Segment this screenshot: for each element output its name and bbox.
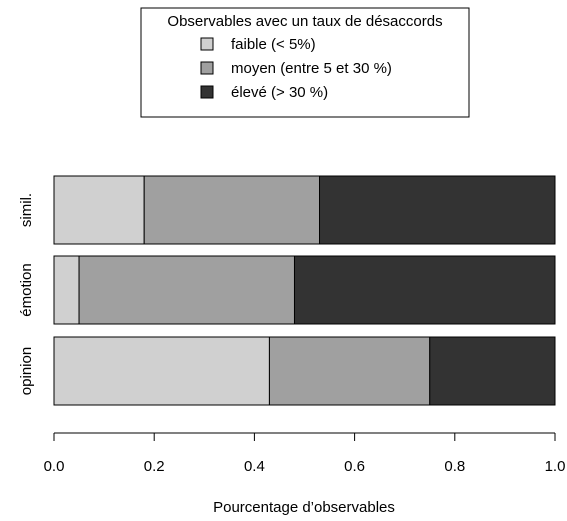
legend-label: faible (< 5%) <box>231 36 316 53</box>
x-tick-label: 0.0 <box>44 458 65 475</box>
bar-émotion-1 <box>54 256 79 324</box>
bar-émotion-3 <box>294 256 555 324</box>
x-axis: 0.0 0.2 0.4 0.6 0.8 1.0 <box>44 433 566 475</box>
category-label: simil. <box>18 193 35 227</box>
bar-simil.-1 <box>54 176 144 244</box>
bar-opinion-3 <box>430 337 555 405</box>
x-tick-label: 1.0 <box>545 458 566 475</box>
x-tick-label: 0.4 <box>244 458 265 475</box>
legend-label: élevé (> 30 %) <box>231 84 328 101</box>
x-axis-label: Pourcentage d’observables <box>213 499 395 516</box>
bar-simil.-2 <box>144 176 319 244</box>
category-label: émotion <box>18 263 35 316</box>
legend: Observables avec un taux de désaccords f… <box>141 8 469 117</box>
bar-opinion-1 <box>54 337 269 405</box>
x-tick-label: 0.6 <box>344 458 365 475</box>
category-labels: opinion émotion simil. <box>18 193 35 395</box>
bars-group <box>54 176 555 405</box>
x-tick-label: 0.2 <box>144 458 165 475</box>
bar-émotion-2 <box>79 256 294 324</box>
legend-title: Observables avec un taux de désaccords <box>167 13 442 30</box>
legend-swatch <box>201 86 213 98</box>
x-tick-label: 0.8 <box>444 458 465 475</box>
bar-simil.-3 <box>320 176 555 244</box>
legend-label: moyen (entre 5 et 30 %) <box>231 60 392 77</box>
bar-opinion-2 <box>269 337 429 405</box>
legend-swatch <box>201 38 213 50</box>
category-label: opinion <box>18 347 35 395</box>
legend-swatch <box>201 62 213 74</box>
